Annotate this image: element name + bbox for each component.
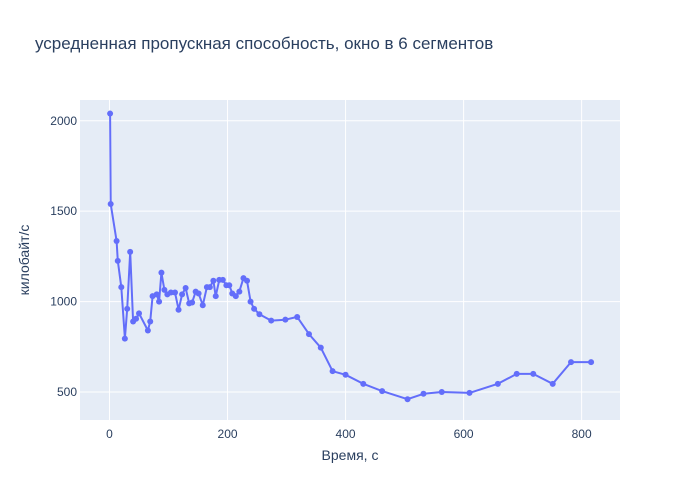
data-point: [189, 299, 196, 306]
data-point: [172, 289, 179, 296]
data-point: [133, 315, 140, 322]
data-point: [158, 269, 165, 276]
y-tick-label: 500: [57, 385, 77, 399]
data-point: [136, 310, 143, 317]
data-point: [294, 313, 301, 320]
data-point: [282, 316, 289, 323]
data-point: [212, 293, 219, 300]
data-point: [113, 238, 120, 245]
data-point: [317, 344, 324, 351]
data-point: [167, 289, 174, 296]
data-point: [530, 370, 537, 377]
data-point: [124, 305, 131, 312]
chart-title: усредненная пропускная способность, окно…: [35, 34, 494, 53]
series-line: [109, 113, 592, 401]
data-point: [305, 331, 312, 338]
data-point: [342, 371, 349, 378]
data-point: [236, 288, 243, 295]
data-point: [206, 284, 213, 291]
data-point: [153, 291, 160, 298]
data-point: [588, 359, 595, 366]
data-point: [114, 257, 121, 264]
data-point: [175, 306, 182, 313]
x-tick-label: 400: [336, 427, 356, 441]
data-point: [379, 388, 386, 395]
data-point: [179, 291, 186, 298]
plot-area: [80, 100, 620, 420]
y-tick-label: 1500: [50, 204, 77, 218]
data-point: [219, 276, 226, 283]
data-point: [268, 317, 275, 324]
data-point: [147, 318, 154, 325]
data-point: [232, 293, 239, 300]
data-point: [199, 302, 206, 309]
x-tick-label: 600: [454, 427, 474, 441]
grid-lines: [80, 100, 620, 420]
data-point: [127, 248, 134, 255]
data-point: [121, 335, 128, 342]
data-point: [420, 390, 427, 397]
data-point: [494, 380, 501, 387]
x-axis-label: Время, с: [322, 447, 379, 463]
data-point: [513, 370, 520, 377]
x-tick-label: 200: [218, 427, 238, 441]
data-point: [195, 290, 202, 297]
data-point: [182, 285, 189, 292]
y-tick-label: 1000: [50, 295, 77, 309]
data-point: [360, 380, 367, 387]
data-point: [210, 277, 217, 284]
series-layer: [107, 110, 595, 403]
data-point: [568, 359, 575, 366]
data-point: [161, 286, 168, 293]
data-point: [144, 327, 151, 334]
x-tick-label: 800: [572, 427, 592, 441]
data-point: [118, 284, 125, 291]
data-point: [226, 282, 233, 289]
y-axis-label: килобайт/с: [16, 225, 32, 296]
data-point: [247, 298, 254, 305]
data-point: [466, 389, 473, 396]
data-point: [329, 368, 336, 375]
x-tick-label: 0: [106, 427, 113, 441]
data-point: [438, 388, 445, 395]
data-point: [244, 277, 251, 284]
tick-labels: 0 200 400 600 800 500 1000 1500 2000: [50, 114, 592, 441]
data-point: [404, 396, 411, 403]
data-point: [107, 110, 114, 117]
data-point: [156, 298, 163, 305]
data-point: [251, 305, 258, 312]
data-point: [256, 311, 263, 318]
y-tick-label: 2000: [50, 114, 77, 128]
data-point: [549, 380, 556, 387]
data-point: [107, 200, 114, 207]
